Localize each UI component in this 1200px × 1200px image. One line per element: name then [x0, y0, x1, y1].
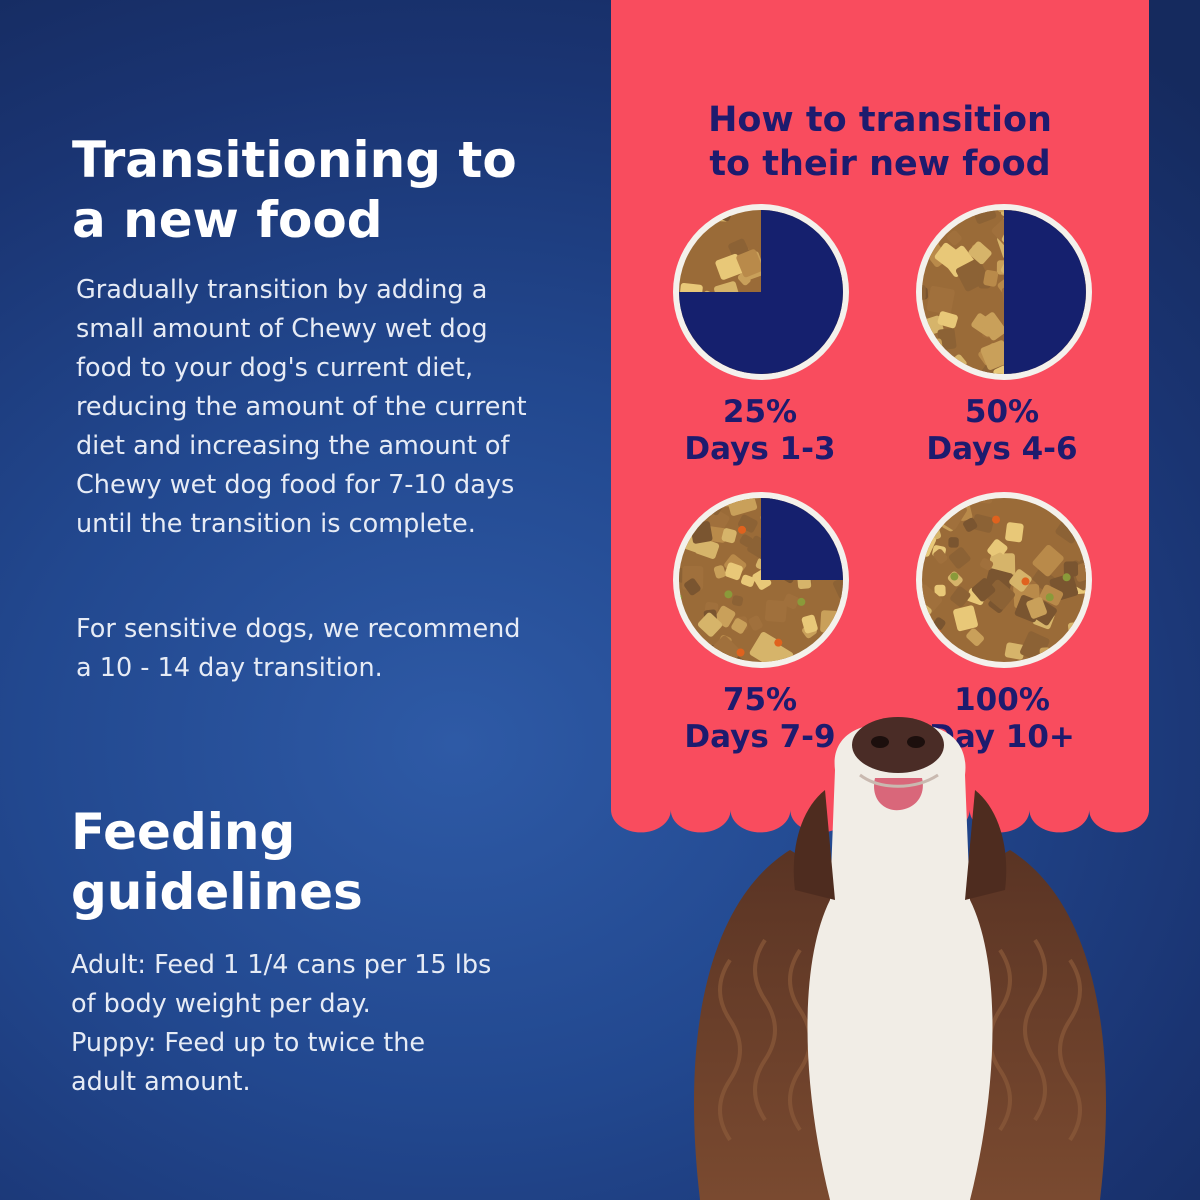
step-3-label: 75% Days 7-9: [650, 682, 870, 756]
transition-description: Gradually transition by adding a small a…: [76, 275, 527, 539]
old-food-wedge: [679, 210, 843, 374]
transition-banner: How to transition to their new food 25% …: [611, 0, 1149, 850]
dog-photo: [694, 717, 1106, 1200]
banner-title: How to transition to their new food: [708, 100, 1052, 184]
step-1-label: 25% Days 1-3: [650, 394, 870, 468]
old-food-wedge: [1004, 210, 1086, 374]
bowl-step-2: [914, 202, 1094, 382]
feeding-guidelines-text: Adult: Feed 1 1/4 cans per 15 lbs of bod…: [71, 950, 492, 1097]
step-2-label: 50% Days 4-6: [892, 394, 1112, 468]
sensitive-dogs-note: For sensitive dogs, we recommend a 10 - …: [76, 614, 521, 683]
bowl-step-3: [671, 490, 851, 670]
bowl-step-4: [914, 490, 1094, 670]
step-percent: 75%: [722, 682, 798, 718]
step-4-label: 100% Day 10+: [892, 682, 1112, 756]
step-percent: 100%: [954, 682, 1050, 718]
step-days: Days 1-3: [684, 431, 836, 467]
transition-heading: Transitioning to a new food: [72, 131, 517, 249]
step-percent: 50%: [964, 394, 1040, 430]
step-days: Days 7-9: [684, 719, 836, 755]
feeding-heading: Feeding guidelines: [71, 803, 363, 921]
step-percent: 25%: [722, 394, 798, 430]
step-days: Days 4-6: [926, 431, 1078, 467]
old-food-wedge: [761, 498, 843, 580]
bowl-step-1: [671, 202, 851, 382]
